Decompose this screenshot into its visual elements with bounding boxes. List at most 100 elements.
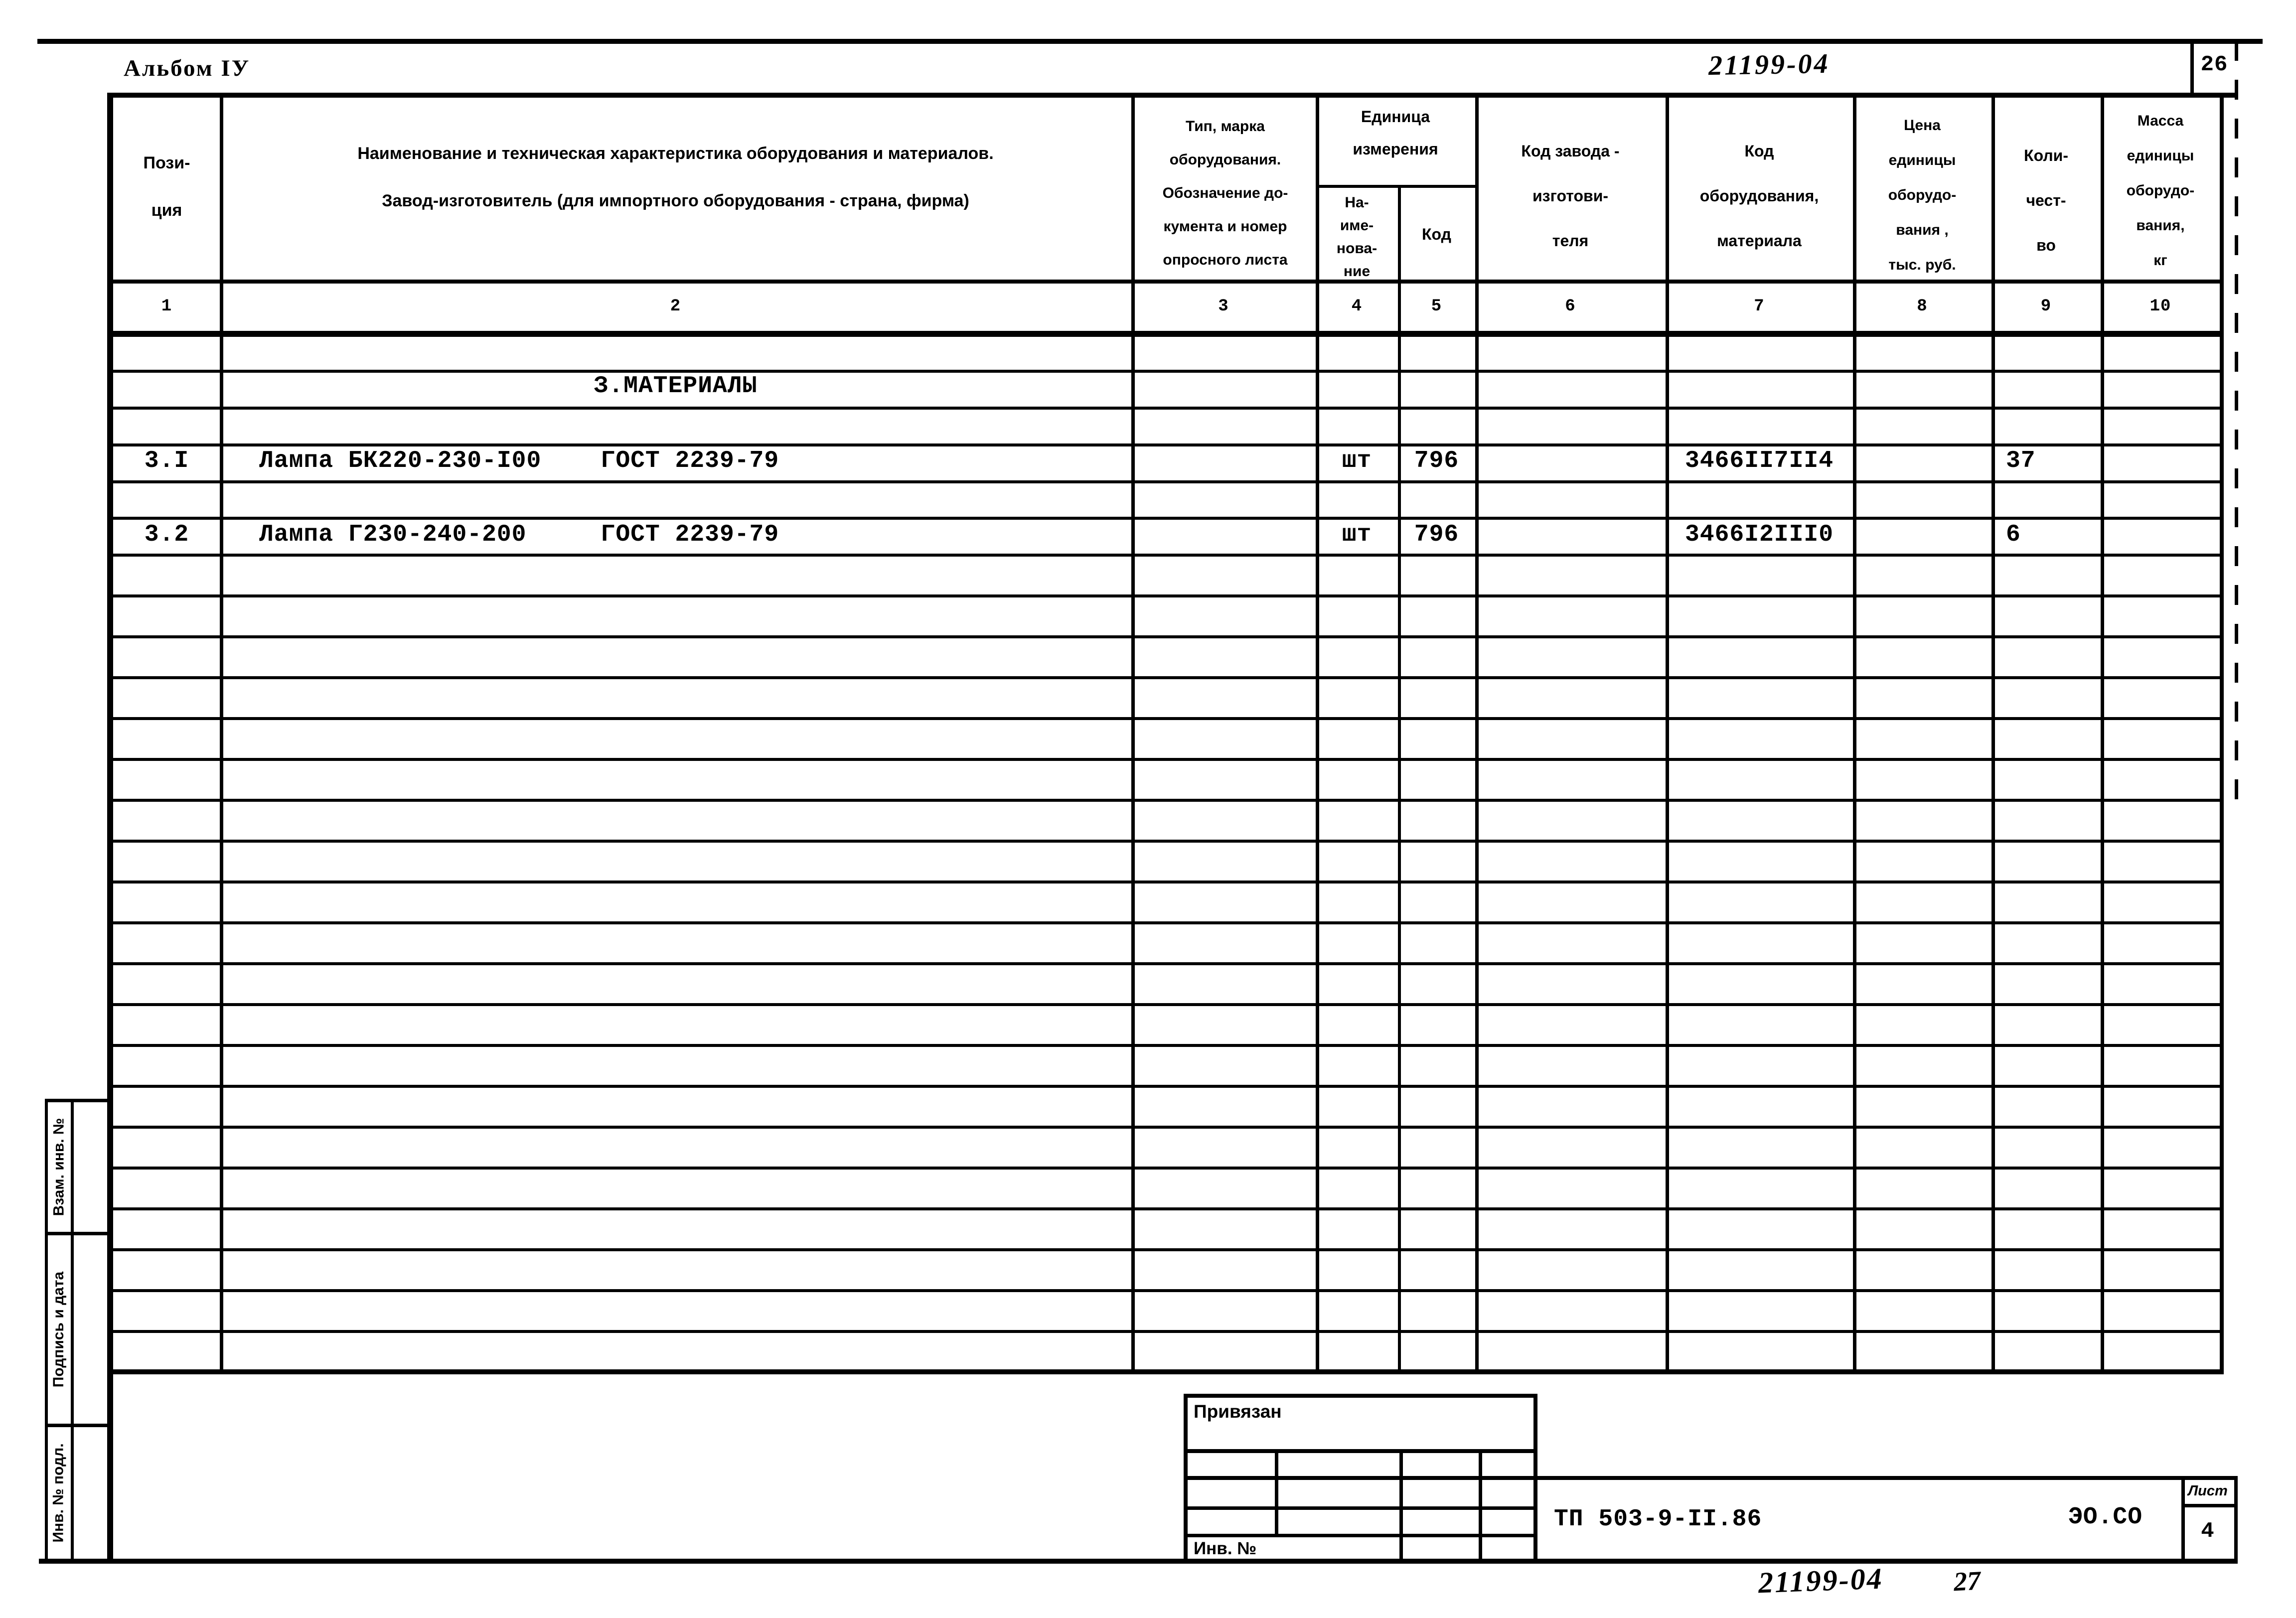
column-header-4: На- име- нова- ние (1336, 194, 1378, 280)
table-row-divider (107, 799, 2222, 802)
table-row-divider (107, 1085, 2222, 1088)
column-number-3: 3 (1218, 297, 1229, 316)
row-quantity: 37 (2006, 447, 2036, 474)
row-unit-name: шт (1342, 447, 1372, 474)
unit-group-divider-line (1316, 185, 1476, 188)
column-header-2: Наименование и техническая характеристик… (357, 144, 994, 210)
stamp-top-line (1184, 1394, 1536, 1398)
numbers-row-bottom-line (107, 331, 2222, 337)
section-title: З.МАТЕРИАЛЫ (594, 373, 758, 400)
row-name: Лампа Г230-240-200 ГОСТ 2239-79 (259, 521, 779, 548)
row-name: Лампа БК220-230-I00 ГОСТ 2239-79 (259, 447, 779, 474)
column-number-6: 6 (1565, 297, 1576, 316)
column-number-10: 10 (2149, 297, 2171, 316)
stamp-sheet-label: Лист (2188, 1483, 2228, 1499)
col-line-6-7 (1666, 94, 1669, 1370)
sheet-number-box-left-line (2190, 39, 2194, 96)
stamp-list-box-left-line (2181, 1476, 2185, 1561)
table-row-divider (107, 921, 2222, 924)
table-left-border (107, 93, 113, 1562)
table-row-divider (107, 1003, 2222, 1006)
stamp-grid-col-3 (1479, 1451, 1482, 1561)
stamp-linked-label: Привязан (1194, 1401, 1282, 1422)
stamp-grid-line-2 (1184, 1506, 1537, 1510)
table-row-divider (107, 1126, 2222, 1129)
col-line-5-6 (1475, 94, 1479, 1370)
table-row-divider (107, 676, 2222, 679)
stamp-grid-col-2 (1399, 1451, 1403, 1561)
table-row-divider (107, 758, 2222, 761)
column-header-1: Пози- ция (143, 153, 190, 220)
frame-bottom-line (39, 1559, 2238, 1564)
margin-label-vzam: Взам. инв. № (45, 1102, 73, 1232)
margin-strip-divider-1 (45, 1232, 113, 1235)
row-equipment-code: 3466II7II4 (1684, 447, 1834, 474)
column-header-7: Код оборудования, материала (1699, 142, 1819, 250)
margin-label-inv: Инв. № подл. (45, 1427, 73, 1559)
column-number-5: 5 (1431, 297, 1442, 316)
margin-strip-top-line (45, 1099, 113, 1102)
stamp-inv-label: Инв. № (1194, 1539, 1257, 1558)
table-row-divider (107, 517, 2222, 520)
col-line-9-10 (2101, 94, 2104, 1370)
table-row-divider (107, 840, 2222, 843)
margin-strip-inner-line (71, 1099, 74, 1562)
table-row-divider (107, 1167, 2222, 1170)
sheet-corner-number: 26 (2200, 52, 2228, 77)
table-row-divider (107, 1330, 2222, 1333)
stamp-right-line (2234, 1476, 2238, 1561)
margin-label-text: Инв. № подл. (50, 1443, 67, 1543)
stamp-privyazan-bottom-line (1184, 1449, 1537, 1453)
col-line-8-9 (1991, 94, 1995, 1370)
stamp-list-divider-line (2181, 1504, 2238, 1507)
table-row-divider (107, 1044, 2222, 1047)
footer-extra-number: 27 (1953, 1565, 1982, 1597)
column-header-6: Код завода - изготови- теля (1521, 142, 1620, 250)
unit-group-header: Единица измерения (1353, 108, 1438, 158)
row-quantity: 6 (2006, 521, 2021, 548)
table-row-divider (107, 370, 2222, 373)
table-right-border (2220, 93, 2224, 1374)
column-number-9: 9 (2040, 297, 2052, 316)
stamp-series: ТП 503-9-II.86 (1554, 1506, 1762, 1533)
stamp-sheet-value: 4 (2201, 1519, 2215, 1544)
col-line-3-4 (1316, 94, 1319, 1370)
row-position: 3.I (144, 447, 189, 474)
table-row-divider (107, 1289, 2222, 1292)
column-header-10: Масса единицы оборудо- вания, кг (2126, 113, 2195, 269)
stamp-grid-col-1 (1275, 1451, 1278, 1537)
table-top-border (107, 93, 2238, 98)
column-number-2: 2 (670, 297, 681, 316)
margin-strip-outer-line (45, 1099, 48, 1562)
table-bottom-border (107, 1369, 2224, 1374)
album-title: Альбом IУ (124, 55, 251, 81)
col-line-2-3 (1131, 94, 1135, 1370)
column-header-5: Код (1422, 225, 1451, 243)
stamp-grid-line-3 (1184, 1534, 1537, 1537)
table-row-divider (107, 480, 2222, 483)
column-header-8: Цена единицы оборудо- вания , тыс. руб. (1888, 117, 1957, 273)
frame-top-line (37, 39, 2263, 44)
table-row-divider (107, 443, 2222, 446)
row-unit-name: шт (1342, 521, 1372, 548)
header-bottom-line (107, 280, 2222, 284)
frame-right-dashed-line (2235, 41, 2238, 812)
col-line-7-8 (1853, 94, 1856, 1370)
column-header-3: Тип, марка оборудования. Обозначение до-… (1162, 118, 1288, 268)
table-row-divider (107, 1248, 2222, 1251)
doc-number-top: 21199-04 (1708, 48, 1831, 82)
row-equipment-code: 3466I2III0 (1684, 521, 1834, 548)
row-unit-code: 796 (1414, 447, 1459, 474)
table-row-divider (107, 635, 2222, 638)
row-unit-code: 796 (1414, 521, 1459, 548)
row-position: 3.2 (144, 521, 189, 548)
table-row-divider (107, 717, 2222, 720)
col-line-4-5 (1398, 186, 1401, 1370)
margin-label-text: Взам. инв. № (50, 1118, 67, 1216)
column-header-9: Коли- чест- во (2024, 147, 2068, 254)
table-row-divider (107, 554, 2222, 557)
table-row-divider (107, 407, 2222, 410)
column-number-7: 7 (1754, 297, 1765, 316)
table-row-divider (107, 881, 2222, 883)
table-row-divider (107, 1207, 2222, 1210)
